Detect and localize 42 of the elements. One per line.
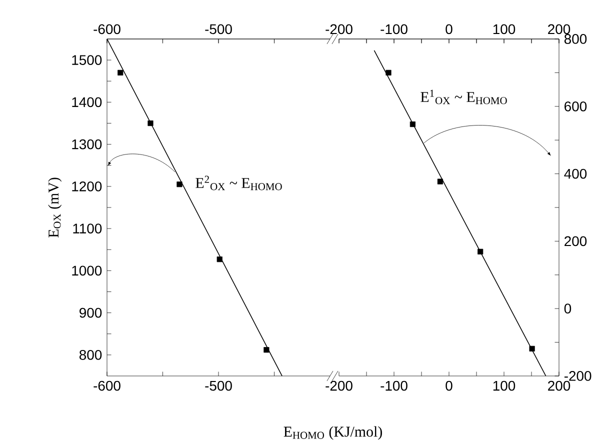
y-tick-label: 1200 xyxy=(72,181,102,192)
y-tick-label: 1500 xyxy=(72,55,102,65)
point xyxy=(118,70,124,76)
point xyxy=(386,70,392,76)
annotation: E$^{1}$$_{OX}$ ~ E$_{HOMO}$ xyxy=(420,90,507,104)
point xyxy=(216,256,222,262)
x2-tick-label: 0 xyxy=(446,24,452,34)
point xyxy=(176,182,182,188)
x-tick-label: 100 xyxy=(493,380,516,391)
y-tick-label: 1300 xyxy=(72,139,102,150)
y2-tick-label: 0 xyxy=(564,304,572,314)
point xyxy=(264,347,270,353)
point xyxy=(529,346,535,352)
x2-tick-label: 200 xyxy=(548,24,570,34)
y2-tick-label: 400 xyxy=(564,168,587,179)
x-tick-label: -200 xyxy=(326,380,352,391)
y-tick-label: 1100 xyxy=(73,224,102,234)
x-axis-title: E$_{HOMO}$ (KJ/mol) xyxy=(284,426,382,440)
annotation: E$^{2}$$_{OX}$ ~ E$_{HOMO}$ xyxy=(196,176,282,190)
x-tick-label: 0 xyxy=(446,380,452,391)
y2-tick-label: -200 xyxy=(564,371,592,381)
x2-tick-label: -100 xyxy=(380,24,408,34)
y-tick-label: 1400 xyxy=(72,97,102,108)
y-tick-label: 900 xyxy=(80,308,102,318)
y2-tick-label: 200 xyxy=(564,236,587,246)
y-axis-title: E$_{OX}$ (mV) xyxy=(48,178,62,238)
x2-tick-label: 100 xyxy=(493,24,516,34)
y2-tick-label: 800 xyxy=(564,34,587,44)
x-tick-label: -600 xyxy=(94,380,120,391)
point xyxy=(148,120,154,126)
point xyxy=(478,248,484,254)
y2-tick-label: 600 xyxy=(564,101,587,112)
x2-tick-label: -500 xyxy=(205,24,232,34)
point xyxy=(437,178,443,184)
y-tick-label: 1000 xyxy=(72,266,102,276)
x2-tick-label: -200 xyxy=(326,24,352,34)
y-tick-label: 800 xyxy=(80,350,102,360)
point xyxy=(410,121,416,128)
x-tick-label: -100 xyxy=(380,380,408,391)
x-tick-label: 200 xyxy=(548,380,570,391)
x2-tick-label: -600 xyxy=(94,24,120,34)
x-tick-label: -500 xyxy=(205,380,232,391)
